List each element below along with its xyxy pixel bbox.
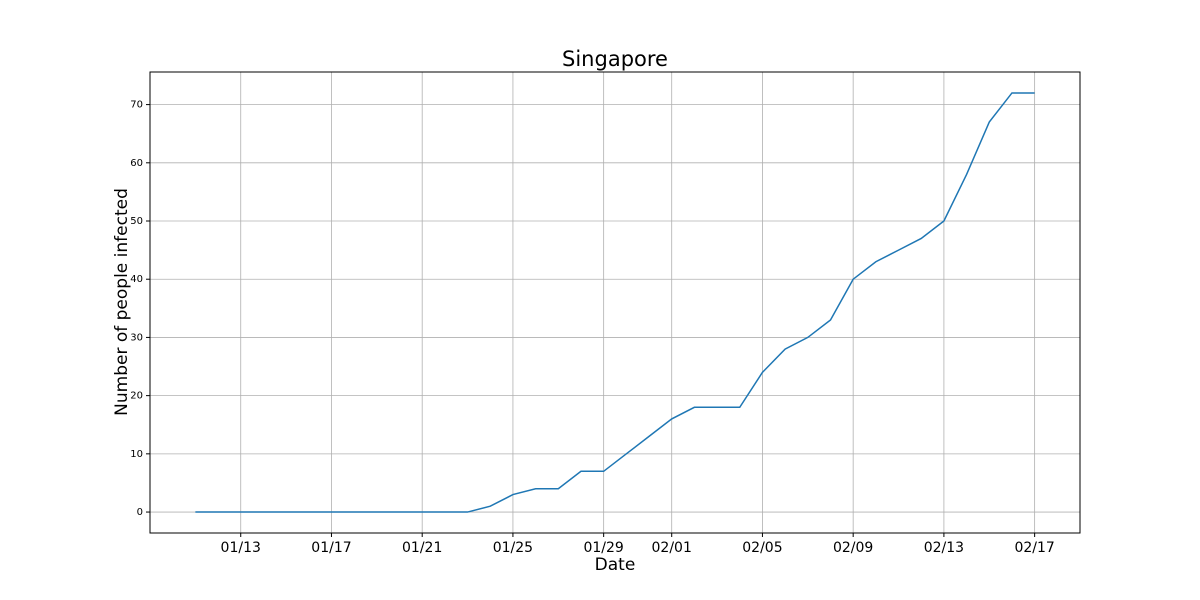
x-tick-label: 02/17	[1014, 540, 1054, 556]
x-tick-label: 02/09	[833, 540, 873, 556]
x-tick-label: 02/05	[742, 540, 782, 556]
y-tick-label: 0	[137, 507, 143, 518]
y-tick-label: 40	[130, 274, 143, 285]
chart-title: Singapore	[562, 47, 668, 71]
x-tick-label: 02/01	[652, 540, 692, 556]
x-tick-label: 01/21	[402, 540, 442, 556]
x-axis-label: Date	[595, 555, 636, 575]
y-tick-label: 60	[130, 158, 143, 169]
plot-frame	[149, 71, 1081, 534]
y-tick-label: 30	[130, 332, 143, 343]
x-tick-label: 01/29	[583, 540, 623, 556]
x-tick-label: 02/13	[924, 540, 964, 556]
y-tick-label: 50	[130, 216, 143, 227]
y-tick-label: 20	[130, 391, 143, 402]
x-tick-label: 01/13	[221, 540, 261, 556]
line	[195, 92, 1035, 513]
x-tick-label: 01/25	[493, 540, 533, 556]
y-tick-label: 70	[130, 100, 143, 111]
y-axis-label: Number of people infected	[112, 188, 132, 416]
y-tick-label: 10	[130, 449, 143, 460]
x-tick-label: 01/17	[311, 540, 351, 556]
